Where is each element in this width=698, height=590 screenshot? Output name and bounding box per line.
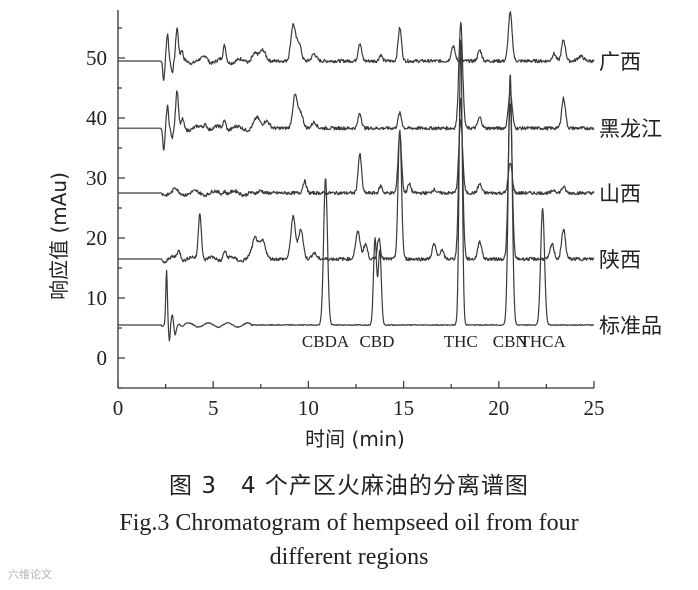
series-label: 广西	[599, 50, 641, 74]
trace-4	[117, 97, 595, 264]
x-tick-label: 0	[113, 396, 124, 420]
series-label: 黑龙江	[599, 117, 662, 141]
trace-2	[117, 21, 595, 151]
x-tick-label: 5	[208, 396, 219, 420]
y-tick-label: 30	[86, 166, 107, 190]
figure-caption-english-line1: Fig.3 Chromatogram of hempseed oil from …	[119, 510, 579, 536]
peak-label: THC	[444, 332, 478, 351]
y-tick-label: 0	[97, 346, 108, 370]
figure-caption-chinese: 图 3 4 个产区火麻油的分离谱图	[169, 473, 529, 499]
series-label: 标准品	[599, 314, 662, 338]
x-tick-label: 10	[298, 396, 319, 420]
figure-caption-english-line2: different regions	[269, 544, 429, 570]
y-tick-label: 40	[86, 106, 107, 130]
chart-axes: 0 5 10 15 20 25 0 10 20 30 40 50	[86, 10, 605, 420]
y-tick-label: 10	[86, 286, 107, 310]
y-tick-label: 20	[86, 226, 107, 250]
x-tick-label: 25	[584, 396, 605, 420]
chart-traces	[117, 11, 595, 342]
peak-label: CBD	[359, 332, 394, 351]
trace-3	[117, 118, 595, 198]
peak-label: THCA	[519, 332, 566, 351]
watermark-logo: 六维论文	[8, 568, 52, 581]
x-axis-label: 时间 (min)	[305, 427, 405, 451]
series-label: 山西	[599, 182, 641, 206]
y-tick-label: 50	[86, 46, 107, 70]
peak-label: CBN	[493, 332, 528, 351]
y-axis-label: 响应值 (mAu)	[47, 172, 71, 300]
trace-1	[117, 11, 595, 81]
peak-label: CBDA	[302, 332, 350, 351]
x-tick-label: 20	[488, 396, 509, 420]
x-tick-label: 15	[393, 396, 414, 420]
series-label: 陕西	[599, 248, 641, 272]
trace-5	[117, 39, 595, 342]
